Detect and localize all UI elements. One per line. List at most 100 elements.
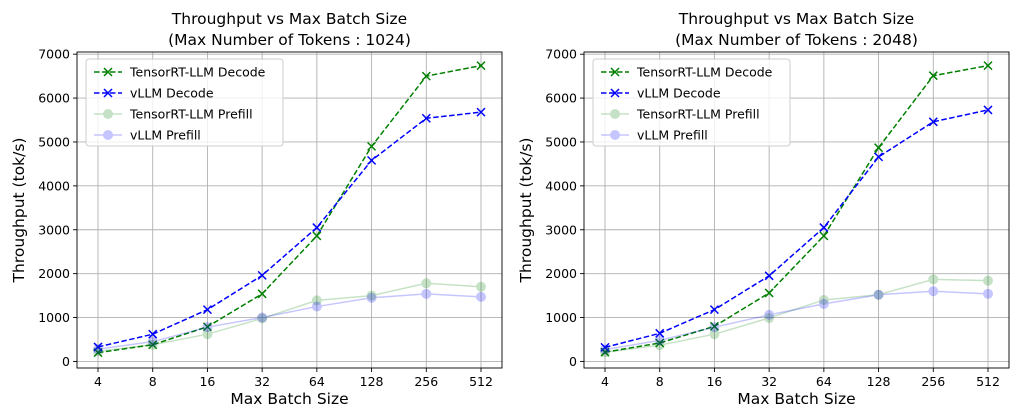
x-tick-label: 16 xyxy=(199,374,215,389)
y-tick-label: 0 xyxy=(62,354,70,369)
data-point xyxy=(873,289,884,300)
data-point xyxy=(147,336,158,347)
data-point xyxy=(311,301,322,312)
legend-box xyxy=(592,58,791,147)
data-point xyxy=(421,71,431,81)
y-tick-label: 0 xyxy=(569,354,577,369)
y-tick-label: 4000 xyxy=(545,178,577,193)
data-point xyxy=(366,292,377,303)
series-line xyxy=(97,293,482,350)
legend-item: vLLM Prefill xyxy=(601,128,708,143)
y-tick-label: 5000 xyxy=(38,134,70,149)
data-point xyxy=(983,61,993,71)
legend-label: vLLM Prefill xyxy=(130,128,201,143)
data-point xyxy=(312,223,322,233)
x-tick-label: 256 xyxy=(921,374,945,389)
x-tick-label: 512 xyxy=(469,374,493,389)
legend-marker xyxy=(610,88,620,98)
data-point xyxy=(257,313,268,324)
chart-title: Throughput vs Max Batch Size xyxy=(678,10,914,28)
series-vllm-prefill xyxy=(93,288,486,355)
legend-label: vLLM Prefill xyxy=(637,128,708,143)
data-point xyxy=(874,143,884,153)
y-tick-label: 6000 xyxy=(545,91,577,106)
legend-label: TensorRT-LLM Prefill xyxy=(636,107,760,122)
y-tick-label: 3000 xyxy=(545,222,577,237)
legend: TensorRT-LLM Decode vLLM Decode TensorRT-L… xyxy=(85,58,284,147)
x-axis-label: Max Batch Size xyxy=(230,390,348,408)
y-tick-label: 7000 xyxy=(38,47,70,62)
data-point xyxy=(93,342,103,352)
data-point xyxy=(709,322,720,333)
y-tick-label: 4000 xyxy=(38,178,70,193)
legend-label: TensorRT-LLM Decode xyxy=(129,65,266,80)
x-tick-label: 8 xyxy=(656,374,664,389)
data-point xyxy=(764,288,774,298)
series-line xyxy=(604,290,989,351)
y-tick-label: 1000 xyxy=(38,310,70,325)
legend-label: vLLM Decode xyxy=(637,86,721,101)
x-tick-label: 512 xyxy=(976,374,1000,389)
legend-item: vLLM Decode xyxy=(601,86,721,101)
data-point xyxy=(257,289,267,299)
y-tick-label: 5000 xyxy=(545,134,577,149)
data-point xyxy=(819,231,829,241)
data-point xyxy=(202,305,212,315)
legend-swatch xyxy=(94,130,122,140)
data-point xyxy=(93,344,103,355)
data-point xyxy=(257,312,268,323)
data-point xyxy=(655,328,665,338)
x-tick-label: 4 xyxy=(601,374,609,389)
data-point xyxy=(764,309,775,320)
data-point xyxy=(421,113,431,123)
grid xyxy=(77,52,502,368)
legend-swatch xyxy=(601,109,629,119)
legend-item: TensorRT-LLM Decode xyxy=(94,65,266,80)
y-axis-label: Throughput (tok/s) xyxy=(517,138,535,284)
legend-marker xyxy=(103,109,113,119)
data-point xyxy=(709,321,719,331)
x-tick-label: 64 xyxy=(309,374,325,389)
y-tick-label: 1000 xyxy=(545,310,577,325)
y-tick-label: 6000 xyxy=(38,91,70,106)
data-point xyxy=(367,155,377,165)
legend-box xyxy=(85,58,284,147)
y-tick-label: 2000 xyxy=(38,266,70,281)
series-tensorrt-llm-decode xyxy=(600,61,993,357)
data-point xyxy=(818,298,829,309)
data-point xyxy=(476,61,486,71)
data-point xyxy=(257,270,267,280)
data-point xyxy=(421,288,432,299)
data-point xyxy=(600,342,610,352)
data-point xyxy=(983,105,993,115)
x-tick-label: 4 xyxy=(94,374,102,389)
x-tick-label: 128 xyxy=(867,374,891,389)
data-point xyxy=(202,329,213,340)
y-tick-label: 7000 xyxy=(545,47,577,62)
x-tick-label: 32 xyxy=(254,374,270,389)
data-point xyxy=(655,338,665,348)
series-line xyxy=(604,278,989,353)
series-tensorrt-llm-decode xyxy=(93,61,486,358)
data-point xyxy=(148,329,158,339)
chart-title: Throughput vs Max Batch Size xyxy=(171,10,407,28)
series-line xyxy=(97,282,482,353)
data-point xyxy=(928,286,939,297)
data-point xyxy=(983,275,993,286)
legend-swatch xyxy=(601,67,629,77)
chart-panel-1: 4 8 16 32 64 128 256 512 0 1000 2000 3000 4000 5000 60… xyxy=(10,10,503,408)
data-point xyxy=(928,117,938,127)
chart-subtitle: (Max Number of Tokens : 1024) xyxy=(168,31,411,49)
data-point xyxy=(928,274,939,285)
legend-item: TensorRT-LLM Decode xyxy=(601,65,773,80)
y-axis-label: Throughput (tok/s) xyxy=(10,138,28,284)
data-point xyxy=(367,141,377,151)
data-point xyxy=(476,291,486,302)
data-point xyxy=(764,271,774,281)
data-point xyxy=(654,340,665,351)
x-tick-label: 32 xyxy=(761,374,777,389)
legend-marker xyxy=(103,88,113,98)
x-tick-label: 16 xyxy=(706,374,722,389)
data-point xyxy=(600,347,610,358)
legend-swatch xyxy=(94,67,122,77)
